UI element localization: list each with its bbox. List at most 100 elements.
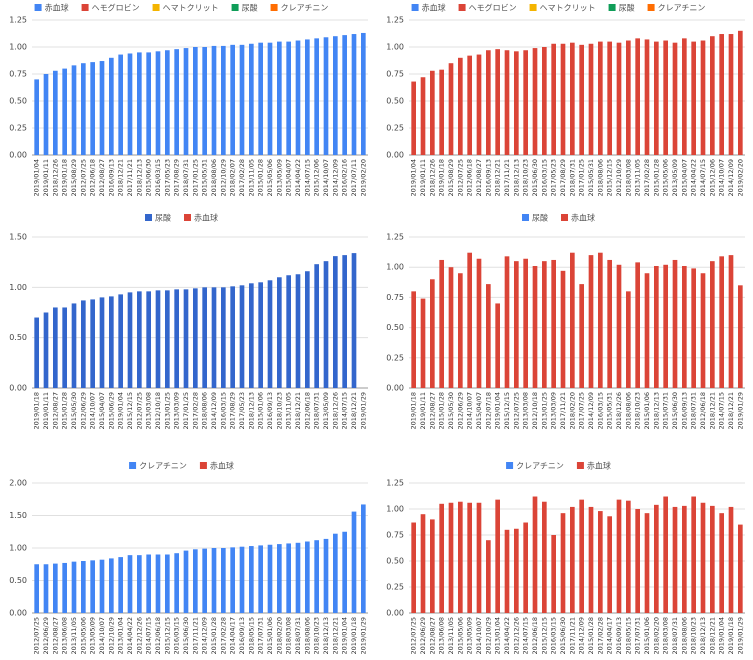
x-tick-label: 2017/07/11	[350, 159, 358, 196]
x-tick-label: 2015/12/06	[708, 159, 716, 196]
x-tick-label: 2012/10/29	[615, 159, 623, 196]
x-tick-label: 2015/12/15	[503, 392, 511, 429]
x-tick-label: 2017/11/21	[559, 392, 567, 429]
bar	[598, 511, 603, 613]
legend-label: クレアチニン	[139, 462, 187, 471]
bar	[588, 506, 594, 613]
x-tick-label: 2018/03/08	[662, 617, 670, 654]
bar	[249, 546, 254, 613]
x-tick-label: 2014/07/15	[145, 617, 153, 654]
x-tick-label: 2012/06/29	[79, 392, 87, 429]
x-tick-label: 2012/06/18	[89, 159, 97, 196]
legend-label: 赤血球	[45, 3, 69, 13]
x-tick-label: 2012/07/25	[79, 159, 87, 196]
bar	[230, 286, 235, 388]
bar	[439, 259, 444, 388]
bar	[710, 36, 715, 156]
bar	[202, 287, 207, 388]
x-tick-label: 2019/01/04	[410, 159, 418, 196]
bar	[523, 50, 528, 155]
bar	[333, 256, 338, 388]
y-tick-label: 1.50	[9, 511, 27, 520]
x-tick-label: 2015/01/06	[643, 392, 651, 429]
bar	[635, 262, 640, 388]
x-tick-label: 2013/11/05	[70, 617, 78, 654]
x-tick-label: 2018/07/31	[294, 617, 302, 654]
x-tick-label: 2012/12/26	[135, 617, 143, 654]
bar	[109, 558, 114, 613]
bar	[486, 540, 491, 613]
x-tick-label: 2015/01/28	[652, 159, 660, 196]
bar	[486, 284, 491, 388]
x-tick-label: 2015/06/30	[559, 617, 567, 654]
x-tick-label: 2012/06/18	[699, 392, 707, 429]
x-tick-label: 2012/07/25	[33, 617, 41, 654]
x-tick-label: 2012/08/27	[51, 617, 59, 654]
bar	[71, 561, 77, 613]
x-tick-label: 2012/08/27	[428, 617, 436, 654]
x-tick-label: 2018/12/13	[699, 617, 707, 654]
bar	[277, 277, 282, 388]
x-tick-label: 2016/09/13	[107, 159, 115, 196]
x-tick-label: 2012/07/25	[135, 392, 143, 429]
x-tick-label: 2017/02/28	[219, 617, 227, 654]
x-tick-label: 2017/08/29	[173, 159, 181, 196]
x-tick-label: 2015/01/28	[257, 159, 265, 196]
bar	[682, 265, 687, 388]
bar	[654, 265, 659, 388]
bar	[193, 47, 198, 155]
bar	[127, 292, 133, 388]
y-tick-label: 0.50	[386, 97, 404, 106]
bar	[411, 291, 416, 388]
bar	[542, 47, 547, 155]
x-tick-label: 2019/01/29	[359, 617, 367, 654]
bar	[81, 561, 86, 613]
x-tick-label: 2012/10/18	[531, 392, 539, 429]
bar	[532, 496, 538, 613]
x-tick-label: 2015/04/07	[98, 392, 106, 429]
x-tick-label: 2014/10/07	[322, 159, 330, 196]
y-tick-label: 0.00	[9, 609, 27, 618]
bar	[542, 261, 547, 388]
x-tick-label: 2015/05/06	[266, 159, 274, 196]
bar	[295, 274, 301, 388]
y-tick-label: 0.75	[386, 531, 404, 540]
bar	[420, 298, 426, 388]
x-tick-label: 2018/12/13	[512, 159, 520, 196]
x-tick-label: 2018/08/06	[624, 392, 632, 429]
x-tick-label: 2018/02/20	[652, 617, 660, 654]
x-tick-label: 2014/12/09	[210, 392, 218, 429]
bar	[221, 287, 226, 388]
bar	[738, 30, 743, 155]
x-tick-label: 2019/01/04	[718, 617, 726, 654]
bar	[193, 288, 198, 388]
bar	[691, 41, 696, 155]
x-tick-label: 2015/01/06	[643, 617, 651, 654]
x-tick-label: 2012/10/29	[219, 159, 227, 196]
x-tick-label: 2013/01/04	[117, 617, 125, 654]
bar	[351, 511, 357, 613]
bar	[239, 44, 245, 156]
bar	[551, 43, 556, 156]
bar	[710, 505, 715, 613]
bar	[514, 51, 519, 155]
x-tick-label: 2012/06/29	[419, 617, 427, 654]
x-tick-label: 2018/07/31	[690, 392, 698, 429]
legend-swatch	[522, 214, 529, 221]
bar	[588, 43, 594, 156]
x-tick-label: 2017/01/25	[182, 392, 190, 429]
legend-label: ヘモグロビン	[92, 3, 140, 13]
x-tick-label: 2019/01/18	[410, 392, 418, 429]
bar	[221, 45, 226, 155]
bar	[361, 504, 366, 613]
x-tick-label: 2012/08/27	[98, 159, 106, 196]
bar	[691, 268, 696, 388]
x-tick-label: 2015/12/15	[163, 617, 171, 654]
bar	[411, 81, 416, 155]
legend-swatch	[270, 4, 278, 11]
bar	[504, 50, 510, 155]
bar	[626, 40, 631, 155]
x-tick-label: 2016/02/16	[341, 159, 349, 196]
bar	[616, 499, 622, 613]
bar	[53, 563, 58, 613]
